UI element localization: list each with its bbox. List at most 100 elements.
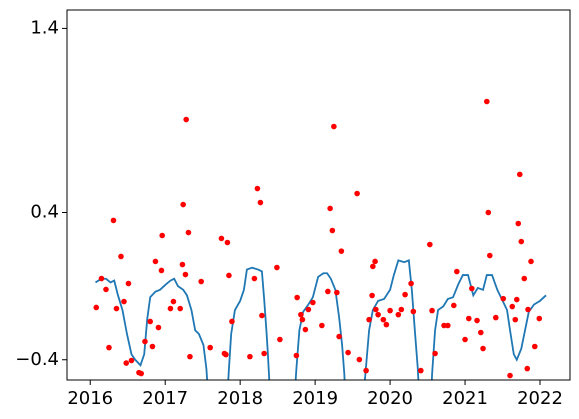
point xyxy=(224,239,231,246)
point xyxy=(302,326,309,333)
point xyxy=(149,343,156,350)
point xyxy=(170,298,177,305)
point xyxy=(445,322,451,329)
x-tick-label: 2019 xyxy=(292,388,338,409)
point xyxy=(183,116,189,123)
point xyxy=(128,357,135,364)
point xyxy=(486,252,493,259)
point xyxy=(329,227,336,234)
point xyxy=(387,307,393,314)
point xyxy=(158,267,165,274)
point xyxy=(198,278,204,285)
point xyxy=(515,220,522,227)
point xyxy=(338,248,345,254)
point xyxy=(251,275,258,282)
point xyxy=(223,351,229,358)
point xyxy=(177,305,183,312)
y-tick-label: 1.4 xyxy=(30,17,59,38)
point xyxy=(254,185,261,192)
point xyxy=(336,333,342,340)
point xyxy=(375,311,381,318)
point xyxy=(528,258,534,265)
point xyxy=(536,315,543,322)
point xyxy=(319,322,325,329)
point xyxy=(226,272,232,279)
point xyxy=(354,190,360,197)
point xyxy=(113,305,120,312)
plot-frame xyxy=(66,9,571,381)
point xyxy=(402,291,408,298)
point xyxy=(261,350,267,357)
point xyxy=(277,336,283,343)
point xyxy=(218,235,225,242)
point xyxy=(356,356,363,363)
point xyxy=(474,317,480,324)
point xyxy=(229,318,235,325)
x-tick-label: 2016 xyxy=(67,388,113,409)
point xyxy=(395,311,402,318)
x-tick-label: 2018 xyxy=(217,388,263,409)
point xyxy=(142,338,148,345)
point xyxy=(147,318,154,325)
point xyxy=(274,264,280,271)
x-tick-label: 2020 xyxy=(367,388,413,409)
point xyxy=(480,345,486,352)
point xyxy=(429,307,435,314)
y-tick-label: −0.4 xyxy=(15,349,59,370)
point xyxy=(485,209,492,216)
point xyxy=(207,344,213,351)
point xyxy=(98,275,105,282)
point xyxy=(327,205,333,212)
point xyxy=(182,271,189,278)
point xyxy=(468,285,475,292)
point xyxy=(180,201,186,208)
point xyxy=(466,315,472,322)
x-tick-label: 2017 xyxy=(142,388,188,409)
point xyxy=(103,286,109,293)
point xyxy=(247,353,253,360)
point xyxy=(518,238,525,245)
point xyxy=(159,232,166,239)
point xyxy=(185,229,192,236)
point xyxy=(483,98,490,105)
point xyxy=(509,303,516,310)
point xyxy=(93,304,100,311)
x-tick-label: 2021 xyxy=(442,388,488,409)
point xyxy=(408,280,414,287)
point xyxy=(383,321,390,328)
point xyxy=(325,288,331,295)
point xyxy=(298,311,304,318)
x-tick-label: 2022 xyxy=(517,388,563,409)
point xyxy=(410,308,417,315)
point xyxy=(167,305,174,312)
point xyxy=(110,217,117,224)
point xyxy=(155,324,162,331)
point xyxy=(257,199,264,206)
plot-area xyxy=(93,98,547,380)
point xyxy=(187,353,193,360)
point xyxy=(152,258,159,265)
point xyxy=(366,316,372,323)
point xyxy=(507,372,513,379)
point xyxy=(294,294,300,301)
point xyxy=(462,336,468,343)
point xyxy=(363,367,369,374)
point xyxy=(427,241,433,248)
point xyxy=(310,299,316,306)
line xyxy=(95,259,547,380)
point xyxy=(500,295,507,302)
point xyxy=(121,298,127,305)
point xyxy=(305,306,312,313)
point xyxy=(525,306,531,313)
y-tick-label: 0.4 xyxy=(30,201,59,222)
point xyxy=(370,263,376,270)
point xyxy=(524,365,531,372)
point xyxy=(531,343,538,350)
point xyxy=(454,268,460,275)
point xyxy=(118,253,124,260)
point xyxy=(477,329,484,336)
point xyxy=(398,306,405,313)
point xyxy=(299,316,306,323)
point xyxy=(373,306,379,313)
